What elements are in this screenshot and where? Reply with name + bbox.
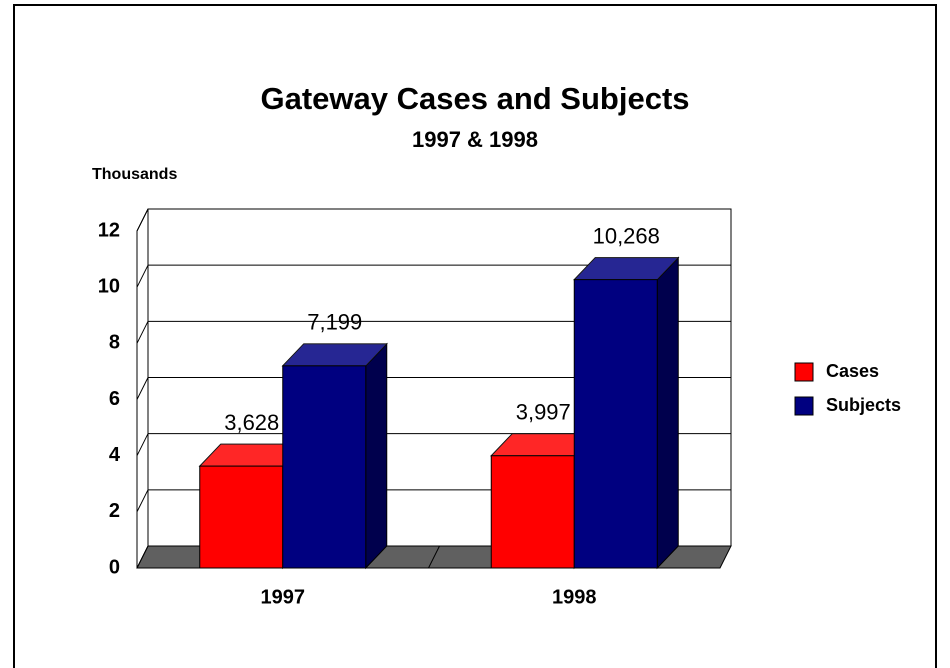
grid-line-side — [136, 264, 149, 288]
bar-front — [490, 455, 575, 569]
bar — [281, 342, 388, 570]
x-tick-label: 1998 — [552, 586, 597, 608]
bar-top-shade — [574, 257, 679, 280]
legend-label: Cases — [826, 361, 879, 381]
value-label: 3,628 — [224, 410, 279, 435]
value-label: 10,268 — [593, 223, 660, 248]
bar-top-shade — [282, 343, 387, 366]
bar-side-shade — [365, 343, 387, 568]
grid-line-side — [136, 489, 149, 513]
legend-label: Subjects — [826, 395, 901, 415]
grid-line-side — [136, 377, 149, 400]
bar — [573, 256, 680, 570]
bar-front — [282, 365, 367, 569]
legend-swatch — [794, 362, 814, 382]
legend-swatch — [794, 396, 814, 416]
grid-line-side — [136, 321, 149, 344]
y-tick-label: 4 — [109, 444, 121, 466]
grid-line-side — [136, 208, 149, 232]
y-tick-label: 8 — [109, 332, 120, 354]
grid-line-side — [136, 433, 149, 456]
y-tick-label: 0 — [109, 556, 120, 578]
bar-front — [573, 279, 658, 569]
grid-line-side — [136, 545, 149, 569]
y-tick-label: 6 — [109, 388, 120, 410]
value-label: 3,997 — [516, 400, 571, 425]
bar-side-shade — [657, 257, 679, 568]
bar-front — [199, 465, 284, 569]
y-axis-label: Thousands — [92, 166, 177, 183]
y-tick-label: 2 — [109, 500, 120, 522]
value-label: 7,199 — [307, 310, 362, 335]
bar-top-shade — [199, 444, 304, 467]
floor-divider — [428, 545, 440, 569]
x-tick-label: 1997 — [261, 586, 306, 608]
y-tick-label: 10 — [98, 275, 120, 297]
bar-top-shade — [491, 433, 596, 456]
chart-subtitle: 1997 & 1998 — [412, 127, 538, 152]
chart-title: Gateway Cases and Subjects — [260, 81, 689, 116]
y-tick-label: 12 — [98, 219, 120, 241]
